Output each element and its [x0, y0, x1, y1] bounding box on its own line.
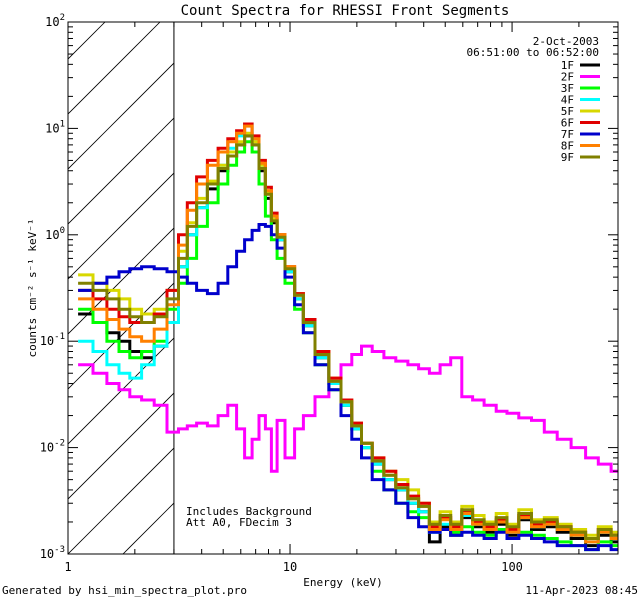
hatch-line [0, 0, 8, 554]
x-tick-label: 100 [501, 560, 523, 574]
annotation-background: Includes Background [186, 505, 312, 518]
x-tick-label: 10 [283, 560, 297, 574]
hatch-line [68, 392, 174, 500]
legend-label-9F: 9F [561, 151, 574, 164]
hatch-line [288, 0, 640, 554]
legend-label-6F: 6F [561, 117, 574, 130]
hatch-line [68, 62, 174, 170]
x-axis-label: Energy (keV) [303, 576, 382, 589]
series-group [78, 122, 618, 552]
plot-frame [67, 21, 619, 555]
y-tick-labels: 10-3 10-2 10-1 100 101 102 [40, 13, 65, 561]
y-tick-label: 102 [45, 13, 65, 29]
axis-ticks [67, 22, 619, 555]
y-tick-label: 101 [45, 119, 65, 135]
legend-label-3F: 3F [561, 82, 574, 95]
legend-label-4F: 4F [561, 94, 574, 107]
date-label: 2-Oct-2003 [533, 35, 599, 48]
hatch-line [0, 0, 118, 554]
y-tick-label: 100 [45, 226, 65, 242]
annotation-attenuator: Att A0, FDecim 3 [186, 516, 292, 529]
footer-timestamp: 11-Apr-2023 08:45 [525, 584, 638, 597]
series-9F [78, 134, 618, 540]
y-tick-label: 10-3 [40, 545, 65, 561]
x-tick-labels: 1 10 100 [64, 560, 523, 574]
hatch-line [68, 282, 174, 390]
series-6F [78, 122, 618, 540]
legend-label-2F: 2F [561, 71, 574, 84]
excluded-region-hatch [0, 0, 640, 554]
series-5F [78, 131, 618, 537]
y-tick-label: 10-1 [40, 332, 65, 348]
hatch-line [68, 337, 174, 445]
hatch-line [618, 0, 640, 554]
hatch-line [398, 0, 640, 554]
legend-label-5F: 5F [561, 105, 574, 118]
hatch-line [508, 0, 640, 554]
footer-generated-by: Generated by hsi_min_spectra_plot.pro [2, 584, 247, 597]
legend-label-8F: 8F [561, 140, 574, 153]
hatch-line [68, 447, 174, 554]
series-8F [78, 124, 618, 544]
time-range-label: 06:51:00 to 06:52:00 [467, 46, 599, 59]
y-tick-label: 10-2 [40, 439, 65, 455]
hatch-line [563, 0, 640, 554]
y-axis-label: counts cm⁻² s⁻¹ keV⁻¹ [26, 218, 39, 357]
hatch-line [68, 22, 161, 115]
series-7F [78, 223, 618, 552]
legend-label-7F: 7F [561, 128, 574, 141]
legend-label-1F: 1F [561, 59, 574, 72]
chart-title: Count Spectra for RHESSI Front Segments [181, 3, 510, 19]
x-tick-label: 1 [64, 560, 71, 574]
hatch-line [68, 172, 174, 280]
hatch-line [68, 227, 174, 335]
